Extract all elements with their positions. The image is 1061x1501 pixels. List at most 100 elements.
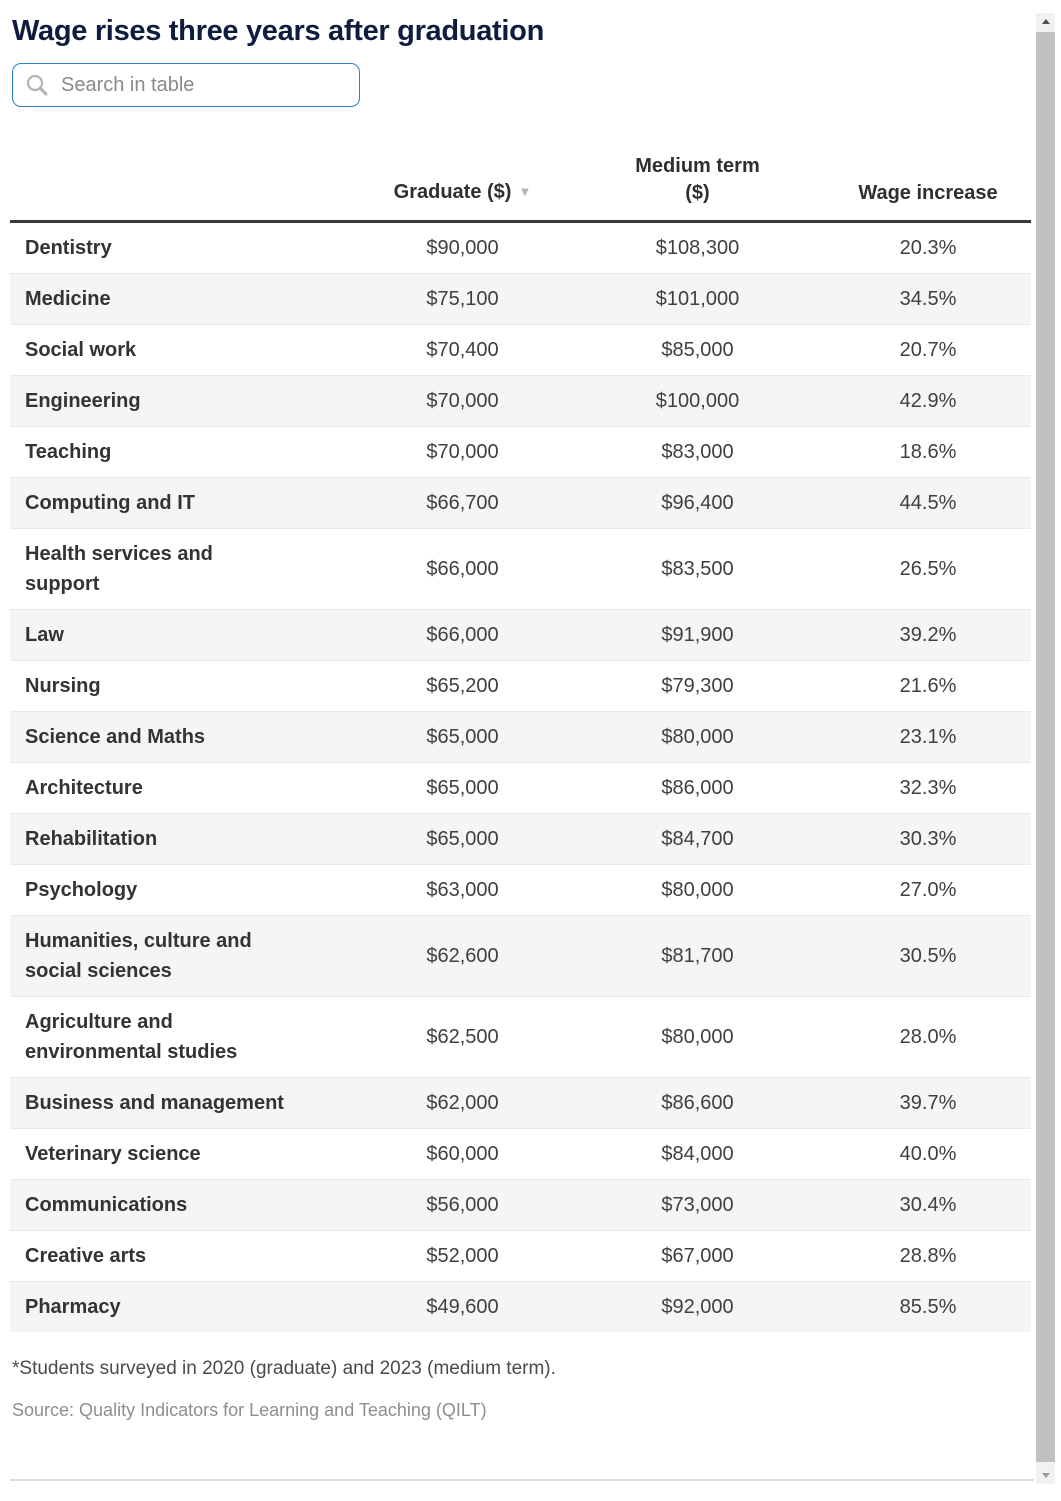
medium-term-value: $85,000 xyxy=(661,339,734,361)
graduate-value: $70,000 xyxy=(426,441,499,463)
graduate-value: $65,000 xyxy=(426,777,499,799)
search-input[interactable] xyxy=(59,72,347,98)
medium-term-value: $83,500 xyxy=(661,558,734,580)
row-label: Medicine xyxy=(25,288,111,310)
row-label: Teaching xyxy=(25,441,112,463)
medium-term-value: $80,000 xyxy=(661,726,734,748)
table-body: Dentistry $90,000 $108,300 20.3% Medicine $75… xyxy=(10,222,1031,1332)
table-row: Dentistry $90,000 $108,300 20.3% xyxy=(10,222,1031,274)
row-label: Business and management xyxy=(25,1092,284,1114)
table-row: Nursing $65,200 $79,300 21.6% xyxy=(10,660,1031,712)
column-header-wage-increase[interactable]: Wage increase xyxy=(825,153,1031,223)
wage-increase-value: 27.0% xyxy=(899,879,957,901)
table-row: Communications $56,000 $73,000 30.4% xyxy=(10,1179,1031,1231)
graduate-value: $90,000 xyxy=(426,237,499,259)
column-header-field xyxy=(10,153,355,223)
table-row: Psychology $63,000 $80,000 27.0% xyxy=(10,864,1031,916)
table-row: Business and management $62,000 $86,600 39.… xyxy=(10,1077,1031,1129)
graduate-value: $65,000 xyxy=(426,726,499,748)
source-line: Source: Quality Indicators for Learning … xyxy=(12,1400,1031,1421)
column-header-graduate[interactable]: Graduate ($) ▼ xyxy=(355,153,570,223)
source-prefix: Source: xyxy=(12,1400,80,1420)
wage-increase-value: 85.5% xyxy=(899,1296,957,1318)
row-label: Psychology xyxy=(25,879,138,901)
medium-term-value: $92,000 xyxy=(661,1296,734,1318)
row-label: Agriculture and environmental studies xyxy=(25,1011,238,1063)
graduate-value: $52,000 xyxy=(426,1245,499,1267)
graduate-value: $63,000 xyxy=(426,879,499,901)
table-row: Humanities, culture and social sciences $… xyxy=(10,915,1031,997)
wage-increase-value: 39.7% xyxy=(899,1092,957,1114)
wage-increase-value: 34.5% xyxy=(899,288,957,310)
wage-increase-value: 30.5% xyxy=(899,945,957,967)
medium-term-value: $83,000 xyxy=(661,441,734,463)
table-row: Law $66,000 $91,900 39.2% xyxy=(10,609,1031,661)
wage-increase-value: 20.3% xyxy=(899,237,957,259)
graduate-value: $62,000 xyxy=(426,1092,499,1114)
medium-term-value: $108,300 xyxy=(655,237,740,259)
table-row: Social work $70,400 $85,000 20.7% xyxy=(10,324,1031,376)
graduate-value: $75,100 xyxy=(426,288,499,310)
scroll-up-button[interactable] xyxy=(1036,13,1055,30)
graduate-value: $70,400 xyxy=(426,339,499,361)
graduate-value: $62,500 xyxy=(426,1026,499,1048)
vertical-scrollbar[interactable] xyxy=(1036,13,1055,1484)
graduate-value: $49,600 xyxy=(426,1296,499,1318)
medium-term-value: $100,000 xyxy=(655,390,740,412)
wage-increase-value: 44.5% xyxy=(899,492,957,514)
wage-increase-value: 21.6% xyxy=(899,675,957,697)
graduate-value: $65,000 xyxy=(426,828,499,850)
graduate-value: $66,000 xyxy=(426,558,499,580)
wage-table: Graduate ($) ▼ Medium term ($) Wage incre… xyxy=(10,153,1031,1332)
graduate-value: $65,200 xyxy=(426,675,499,697)
wage-increase-value: 32.3% xyxy=(899,777,957,799)
column-header-graduate-label: Graduate ($) xyxy=(393,181,512,203)
row-label: Communications xyxy=(25,1194,188,1216)
table-row: Agriculture and environmental studies $62… xyxy=(10,996,1031,1078)
table-row: Computing and IT $66,700 $96,400 44.5% xyxy=(10,477,1031,529)
wage-increase-value: 40.0% xyxy=(899,1143,957,1165)
header-row: Graduate ($) ▼ Medium term ($) Wage incre… xyxy=(10,153,1031,223)
row-label: Health services and support xyxy=(25,543,213,595)
medium-term-value: $81,700 xyxy=(661,945,734,967)
row-label: Rehabilitation xyxy=(25,828,158,850)
row-label: Creative arts xyxy=(25,1245,147,1267)
table-row: Pharmacy $49,600 $92,000 85.5% xyxy=(10,1281,1031,1332)
graduate-value: $66,700 xyxy=(426,492,499,514)
table-row: Teaching $70,000 $83,000 18.6% xyxy=(10,426,1031,478)
wage-increase-value: 23.1% xyxy=(899,726,957,748)
embed-bottom-border xyxy=(10,1479,1034,1481)
column-header-medium-term-label: Medium term ($) xyxy=(635,155,760,204)
table-row: Science and Maths $65,000 $80,000 23.1% xyxy=(10,711,1031,763)
medium-term-value: $73,000 xyxy=(661,1194,734,1216)
search-box xyxy=(12,63,360,107)
wage-increase-value: 42.9% xyxy=(899,390,957,412)
row-label: Nursing xyxy=(25,675,101,697)
row-label: Social work xyxy=(25,339,137,361)
graduate-value: $62,600 xyxy=(426,945,499,967)
row-label: Science and Maths xyxy=(25,726,206,748)
scrollbar-thumb[interactable] xyxy=(1036,32,1055,1462)
table-row: Creative arts $52,000 $67,000 28.8% xyxy=(10,1230,1031,1282)
arrow-down-icon xyxy=(1041,1473,1050,1478)
table-row: Rehabilitation $65,000 $84,700 30.3% xyxy=(10,813,1031,865)
medium-term-value: $86,600 xyxy=(661,1092,734,1114)
wage-increase-value: 28.8% xyxy=(899,1245,957,1267)
medium-term-value: $79,300 xyxy=(661,675,734,697)
wage-increase-value: 30.4% xyxy=(899,1194,957,1216)
graduate-value: $60,000 xyxy=(426,1143,499,1165)
table-row: Health services and support $66,000 $83,50… xyxy=(10,528,1031,610)
medium-term-value: $91,900 xyxy=(661,624,734,646)
wage-increase-value: 30.3% xyxy=(899,828,957,850)
column-header-medium-term[interactable]: Medium term ($) xyxy=(570,153,825,223)
source-link[interactable]: Quality Indicators for Learning and Teac… xyxy=(79,1400,487,1420)
row-label: Veterinary science xyxy=(25,1143,201,1165)
wage-increase-value: 26.5% xyxy=(899,558,957,580)
footnote: *Students surveyed in 2020 (graduate) an… xyxy=(12,1358,556,1379)
row-label: Humanities, culture and social sciences xyxy=(25,930,252,982)
medium-term-value: $86,000 xyxy=(661,777,734,799)
table-row: Engineering $70,000 $100,000 42.9% xyxy=(10,375,1031,427)
search-icon xyxy=(26,74,48,96)
scroll-down-button[interactable] xyxy=(1036,1467,1055,1484)
medium-term-value: $101,000 xyxy=(655,288,740,310)
